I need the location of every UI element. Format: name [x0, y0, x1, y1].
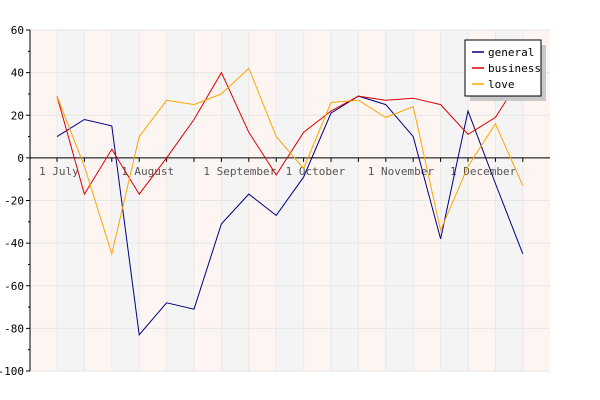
x-tick-label: 1 August [121, 165, 174, 178]
x-tick-label: 1 December [450, 165, 517, 178]
y-tick-label: -60 [4, 280, 24, 293]
series-line-business [56, 71, 524, 196]
y-tick-label: -80 [4, 322, 24, 335]
y-tick-label: 0 [17, 152, 24, 165]
x-tick-label: 1 July [39, 165, 79, 178]
legend-label-business: business [488, 62, 541, 75]
series-line-love [56, 67, 524, 256]
x-tick-label: 1 November [368, 165, 435, 178]
legend-label-love: love [488, 78, 515, 91]
y-tick-label: -40 [4, 237, 24, 250]
series-lines [56, 67, 524, 336]
axes: 60 40 20 0 -20 -40 -60 -80 -100 1 July 1 August 1 S… [0, 24, 550, 378]
y-tick-label: 20 [11, 109, 24, 122]
y-tick-label: 40 [11, 67, 24, 80]
y-tick-label: -20 [4, 195, 24, 208]
series-line-general [56, 95, 524, 336]
x-tick-label: 1 September [203, 165, 276, 178]
legend-label-general: general [488, 46, 534, 59]
y-tick-label: -100 [0, 365, 24, 378]
legend: general business love [464, 39, 546, 101]
y-tick-label: 60 [11, 24, 24, 37]
x-tick-label: 1 October [286, 165, 346, 178]
